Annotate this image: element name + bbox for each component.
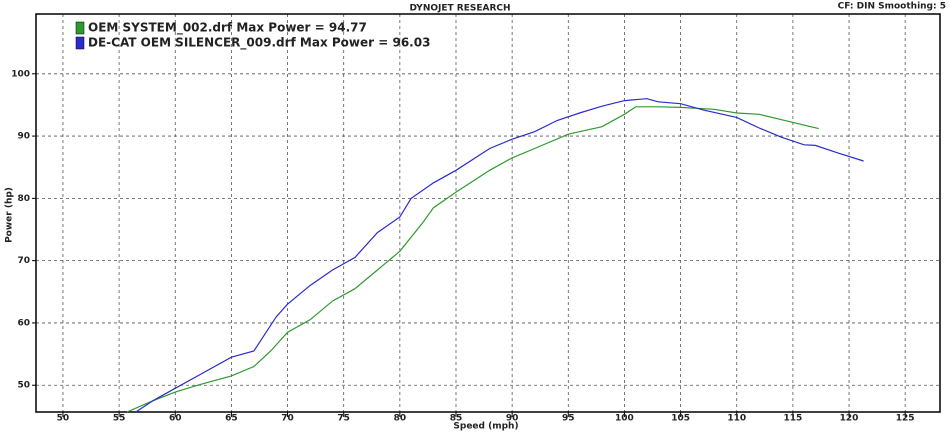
y-tick-label: 60 [17,318,30,328]
x-tick-label: 90 [506,414,519,424]
y-tick-label: 80 [17,194,30,204]
x-tick-label: 70 [281,414,294,424]
legend-swatch [75,21,85,35]
x-tick-label: 65 [225,414,238,424]
x-tick-label: 95 [562,414,575,424]
x-axis-label: Speed (mph) [453,422,518,432]
y-tick-label: 70 [17,256,30,266]
x-tick-label: 110 [727,414,746,424]
x-tick-label: 120 [840,414,859,424]
chart-title: DYNOJET RESEARCH [409,4,510,14]
plot-frame [35,13,941,413]
x-tick-label: 85 [450,414,463,424]
x-tick-label: 115 [783,414,802,424]
series-line [126,106,819,413]
x-tick-label: 75 [337,414,350,424]
x-tick-label: 50 [57,414,70,424]
x-tick-label: 80 [394,414,407,424]
legend-label: OEM SYSTEM_002.drf Max Power = 94.77 [88,21,367,36]
x-tick-label: 55 [113,414,126,424]
x-tick-label: 105 [671,414,690,424]
x-tick-label: 60 [169,414,182,424]
y-tick-label: 100 [11,69,30,79]
x-tick-label: 125 [896,414,915,424]
legend-swatch [75,36,85,50]
series-line [135,98,864,413]
y-tick-label: 50 [17,381,30,391]
x-tick-label: 100 [615,414,634,424]
legend-label: DE-CAT OEM SILENCER_009.drf Max Power = … [88,36,430,51]
chart-subtitle: CF: DIN Smoothing: 5 [838,2,946,12]
y-axis-label: Power (hp) [5,187,15,243]
y-tick-label: 90 [17,132,30,142]
